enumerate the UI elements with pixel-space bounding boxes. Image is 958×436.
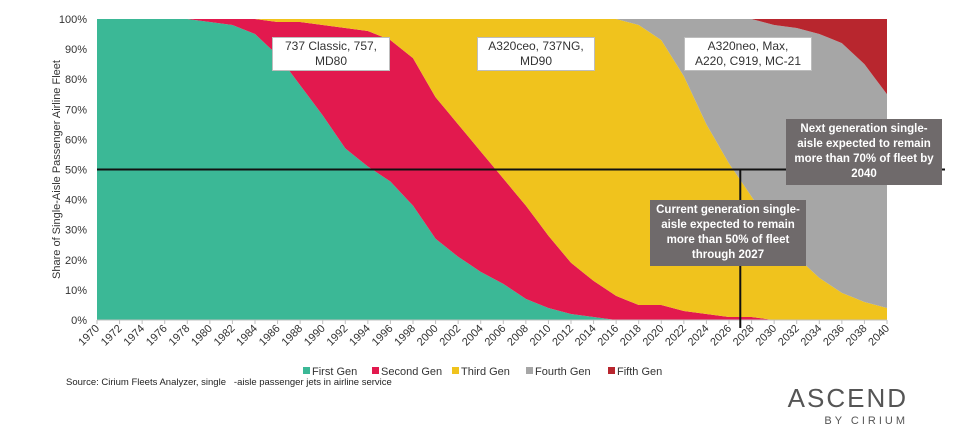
annotation-gen4-text: A320neo, Max, A220, C919, MC-21 [694,39,802,68]
x-tick-label: 2012 [550,323,576,349]
y-tick-label: 80% [65,74,87,86]
legend-label: Fifth Gen [617,366,662,378]
x-tick-label: 2038 [844,323,870,349]
area-series-1 [97,19,887,320]
y-tick-label: 50% [65,165,87,177]
legend-label: First Gen [312,366,357,378]
x-tick-label: 1996 [370,323,396,349]
x-tick-label: 2008 [505,323,531,349]
brand-name: ASCEND [787,383,908,413]
y-tick-label: 30% [65,225,87,237]
x-tick-label: 2002 [437,323,463,349]
brand-sub: BY CIRIUM [824,415,908,427]
x-tick-label: 2028 [731,323,757,349]
x-tick-label: 2024 [686,323,712,349]
x-tick-label: 2016 [595,323,621,349]
x-tick-label: 2026 [708,323,734,349]
y-tick-label: 100% [59,14,87,26]
legend-swatch [526,367,533,374]
annotation-next-text: Next generation single-aisle expected to… [794,123,934,180]
x-tick-label: 1998 [392,323,418,349]
x-tick-label: 1988 [279,323,305,349]
x-tick-label: 2034 [799,323,825,349]
legend-swatch [452,367,459,374]
annotation-gen2: 737 Classic, 757, MD80 [272,37,390,71]
annotation-gen4: A320neo, Max, A220, C919, MC-21 [684,37,812,71]
x-tick-label: 1992 [325,323,351,349]
x-tick-label: 1972 [99,323,125,349]
y-tick-label: 90% [65,44,87,56]
y-tick-label: 20% [65,255,87,267]
x-tick-label: 1990 [302,323,328,349]
x-tick-label: 2036 [821,323,847,349]
source-note: Source: Cirium Fleets Analyzer, single -… [66,377,392,388]
x-axis: 1970197219741976197819801982198419861988… [76,319,892,349]
y-tick-label: 40% [65,195,87,207]
x-tick-label: 2000 [415,323,441,349]
x-tick-label: 2004 [460,323,486,349]
x-tick-label: 2020 [641,323,667,349]
x-tick-label: 2010 [528,323,554,349]
x-tick-label: 2040 [866,323,892,349]
x-tick-label: 2014 [573,323,599,349]
legend-swatch [372,367,379,374]
annotation-current: Current generation single-aisle expected… [650,200,806,266]
legend-label: Fourth Gen [535,366,591,378]
annotation-gen3-text: A320ceo, 737NG, MD90 [488,39,584,68]
legend: First Gen Second Gen Third Gen Fourth Gen Fi… [303,366,662,378]
y-tick-label: 60% [65,134,87,146]
y-tick-label: 10% [65,285,87,297]
legend-swatch [303,367,310,374]
y-tick-label: 70% [65,104,87,116]
x-tick-label: 1982 [212,323,238,349]
brand-logo: ASCEND BY CIRIUM [788,384,908,428]
x-tick-label: 1986 [257,323,283,349]
x-tick-label: 1994 [347,323,373,349]
x-tick-label: 2022 [663,323,689,349]
x-tick-label: 2006 [483,323,509,349]
x-tick-label: 1974 [121,323,147,349]
x-tick-label: 1984 [234,323,260,349]
legend-swatch [608,367,615,374]
x-tick-label: 1976 [144,323,170,349]
annotation-gen2-text: 737 Classic, 757, MD80 [284,39,378,68]
annotation-current-text: Current generation single-aisle expected… [656,204,800,261]
x-tick-label: 1980 [189,323,215,349]
area-series-5 [97,19,887,95]
y-axis-label: Share of Single-Aisle Passenger Airline … [51,60,63,279]
y-axis: 0% 10% 20% 30% 40% 50% 60% 70% 80% 90% 100% [59,14,87,327]
x-tick-label: 2018 [618,323,644,349]
x-tick-label: 1978 [167,323,193,349]
annotation-gen3: A320ceo, 737NG, MD90 [477,37,595,71]
x-tick-label: 2030 [753,323,779,349]
annotation-next: Next generation single-aisle expected to… [786,119,942,185]
legend-label: Third Gen [461,366,510,378]
x-tick-label: 2032 [776,323,802,349]
y-tick-label: 0% [71,315,87,327]
legend-label: Second Gen [381,366,442,378]
